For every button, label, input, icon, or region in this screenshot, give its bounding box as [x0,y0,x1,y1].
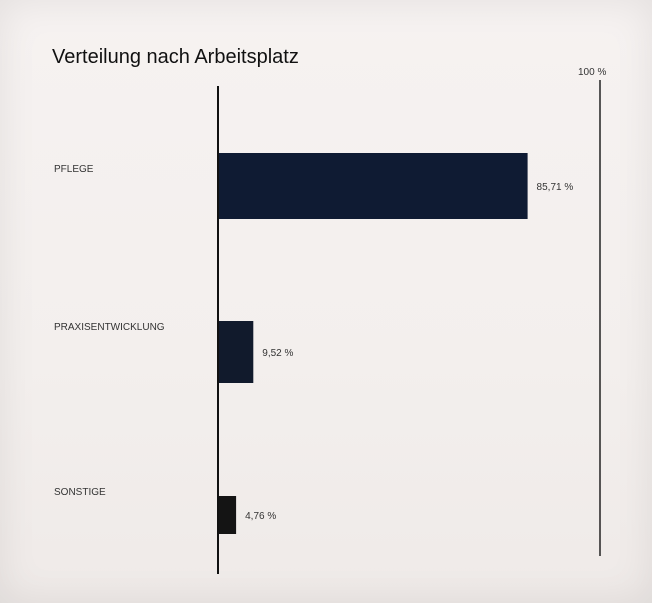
category-label-sonstige: SONSTIGE [54,487,106,498]
value-label-pflege: 85,71 % [537,182,574,193]
bar-praxisentwicklung [219,321,254,383]
max-scale-label: 100 % [578,67,606,78]
bar-pflege [219,153,528,219]
category-label-praxisentwicklung: PRAXISENTWICKLUNG [54,322,165,333]
chart-title: Verteilung nach Arbeitsplatz [52,46,299,68]
bar-marks: PFLEGE 85,71 % PRAXISENTWICKLUNG 9,52 % SONS… [54,153,573,534]
value-label-praxisentwicklung: 9,52 % [262,348,293,359]
category-label-pflege: PFLEGE [54,164,94,175]
value-label-sonstige: 4,76 % [245,511,276,522]
bar-sonstige [219,496,237,534]
